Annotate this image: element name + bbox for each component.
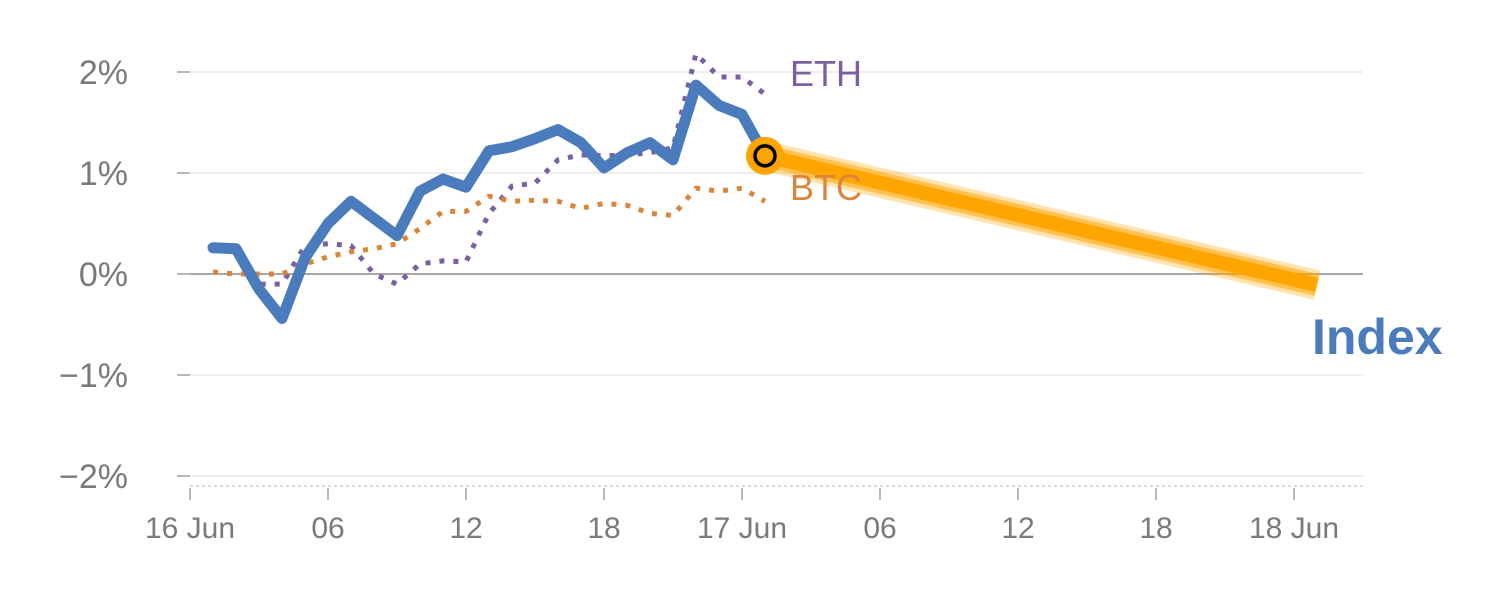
x-tick-label-8: 18 Jun	[1249, 512, 1339, 545]
x-axis: 16 Jun 06 12 18 17 Jun 06 12 18 18 Jun	[145, 485, 1363, 545]
y-tick-label-0: 2%	[79, 54, 128, 92]
x-tick-label-7: 18	[1139, 512, 1172, 545]
x-tick-label-4: 17 Jun	[697, 512, 787, 545]
projection-line	[763, 149, 1319, 292]
x-tick-label-3: 18	[587, 512, 620, 545]
x-tick-label-5: 06	[863, 512, 896, 545]
y-tick-label-1: 1%	[79, 155, 128, 193]
current-point-marker-ring	[753, 144, 777, 168]
series-line-index	[207, 79, 771, 324]
y-tick-label-2: 0%	[79, 256, 128, 294]
series-line-eth	[212, 51, 767, 287]
series-label-index: Index	[1312, 309, 1443, 365]
series-label-eth: ETH	[790, 53, 862, 94]
x-tick-label-1: 06	[311, 512, 344, 545]
y-tick-label-3: −1%	[59, 357, 128, 395]
grid-lines	[190, 71, 1363, 477]
x-tick-label-2: 12	[449, 512, 482, 545]
series-label-btc: BTC	[790, 167, 862, 208]
x-tick-label-6: 12	[1001, 512, 1034, 545]
series-lines	[207, 51, 1321, 324]
x-tick-label-0: 16 Jun	[145, 512, 235, 545]
series-line-btc	[212, 185, 767, 277]
y-axis: 2% 1% 0% −1% −2%	[59, 54, 190, 496]
series-labels: ETH BTC Index	[790, 53, 1443, 365]
y-tick-label-4: −2%	[59, 458, 128, 496]
